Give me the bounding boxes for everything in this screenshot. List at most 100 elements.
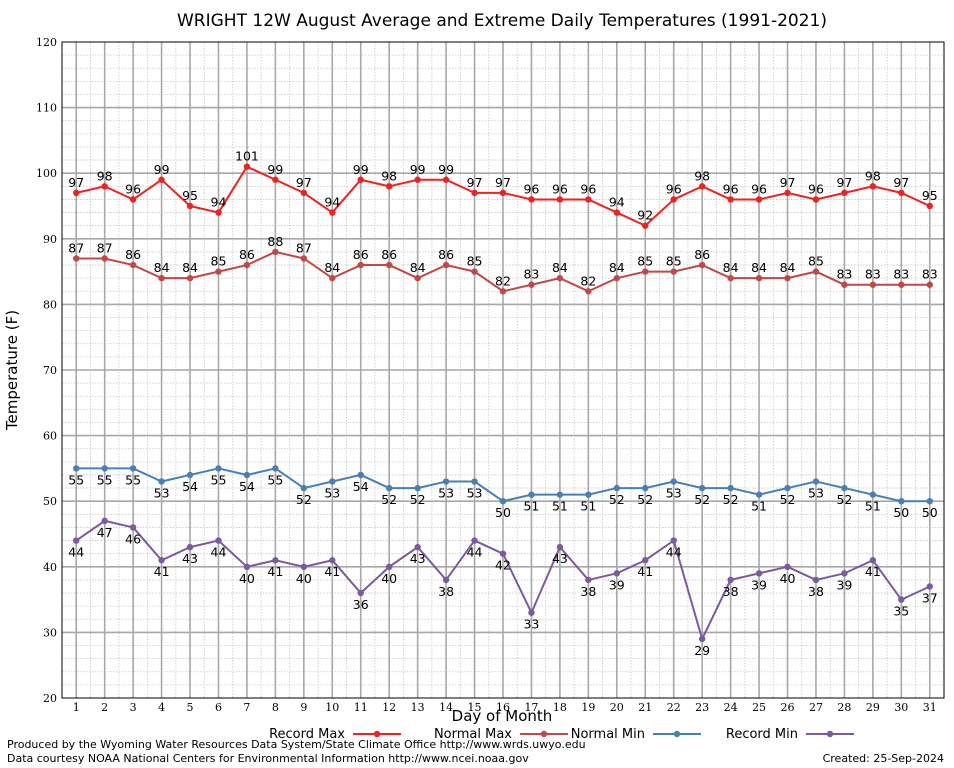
data-label-record-max: 92 — [637, 208, 653, 223]
data-point-record-max — [329, 209, 336, 216]
data-label-normal-max: 84 — [609, 260, 625, 275]
data-label-normal-max: 86 — [694, 247, 710, 262]
data-label-normal-max: 84 — [552, 260, 568, 275]
data-label-record-max: 96 — [580, 181, 596, 196]
data-label-record-min: 38 — [808, 584, 824, 599]
legend: Record Max Normal Max Normal Min Record Min — [269, 727, 854, 742]
data-point-record-min — [471, 537, 478, 544]
x-tick-label: 5 — [187, 701, 194, 714]
data-label-normal-max: 86 — [353, 247, 369, 262]
data-point-normal-max — [613, 274, 621, 282]
x-tick-label: 11 — [354, 701, 368, 714]
data-label-normal-max: 84 — [723, 260, 739, 275]
data-point-normal-max — [841, 281, 848, 288]
data-point-record-max — [215, 209, 222, 216]
x-tick-label: 16 — [496, 701, 510, 714]
legend-label-record-max: Record Max — [269, 727, 345, 742]
data-point-record-min — [300, 563, 308, 570]
data-point-normal-min — [499, 498, 507, 505]
data-label-normal-min: 54 — [353, 479, 369, 494]
data-label-record-min: 46 — [125, 531, 141, 546]
data-label-record-min: 40 — [780, 571, 796, 586]
data-label-normal-min: 52 — [296, 492, 312, 507]
data-point-normal-min — [272, 465, 279, 472]
data-label-record-min: 43 — [182, 551, 198, 566]
data-point-record-max — [812, 196, 820, 203]
data-point-record-max — [101, 183, 108, 190]
data-point-normal-min — [898, 498, 905, 505]
data-label-record-min: 44 — [666, 545, 682, 560]
data-label-normal-max: 85 — [637, 254, 653, 269]
data-label-normal-min: 51 — [552, 499, 568, 514]
data-point-normal-min — [442, 478, 450, 485]
footer-produced-by: Produced by the Wyoming Water Resources … — [7, 738, 586, 751]
data-point-normal-max — [528, 281, 535, 288]
data-point-record-max — [556, 196, 564, 203]
footer-created-date: Created: 25-Sep-2024 — [823, 752, 944, 765]
data-label-normal-max: 84 — [154, 260, 170, 275]
data-point-record-max — [442, 176, 450, 183]
data-label-record-max: 97 — [296, 175, 312, 190]
y-tick-label: 40 — [43, 561, 57, 574]
chart-title: WRIGHT 12W August Average and Extreme Da… — [177, 11, 827, 31]
data-point-normal-max — [215, 268, 222, 275]
data-label-record-min: 43 — [552, 551, 568, 566]
data-point-record-max — [385, 183, 393, 190]
x-tick-label: 3 — [130, 701, 137, 714]
x-tick-label: 6 — [215, 701, 222, 714]
data-point-record-max — [727, 196, 734, 203]
y-tick-label: 50 — [43, 495, 57, 508]
data-point-normal-max — [385, 261, 393, 269]
x-tick-label: 17 — [524, 701, 538, 714]
data-label-record-min: 43 — [410, 551, 426, 566]
data-point-record-min — [385, 563, 393, 570]
data-point-record-max — [129, 196, 137, 203]
data-point-normal-min — [385, 484, 393, 492]
data-point-record-max — [784, 189, 791, 197]
data-point-normal-min — [73, 465, 80, 472]
data-label-record-min: 41 — [154, 564, 170, 579]
x-tick-label: 19 — [581, 701, 595, 714]
data-label-normal-min: 51 — [751, 499, 767, 514]
data-label-normal-max: 86 — [381, 247, 397, 262]
y-tick-label: 120 — [36, 36, 57, 49]
x-axis-label: Day of Month — [452, 707, 553, 725]
data-label-normal-min: 52 — [780, 492, 796, 507]
series-record-min: 44 47 46 41 43 44 40 41 40 41 36 40 43 38 44 42 33 43 38 39… — [68, 517, 938, 658]
data-label-normal-min: 50 — [495, 505, 511, 520]
data-label-normal-max: 88 — [267, 234, 283, 249]
data-label-record-max: 96 — [723, 181, 739, 196]
x-tick-label: 20 — [610, 701, 624, 714]
data-point-record-min — [812, 576, 820, 584]
data-label-normal-max: 86 — [239, 247, 255, 262]
x-tick-label: 13 — [411, 701, 425, 714]
data-label-normal-max: 84 — [751, 260, 767, 275]
data-point-normal-max — [812, 268, 820, 275]
data-label-normal-max: 85 — [666, 254, 682, 269]
data-point-record-max — [272, 176, 279, 183]
data-label-normal-min: 53 — [808, 486, 824, 501]
data-label-record-max: 99 — [410, 162, 426, 177]
x-tick-label: 28 — [837, 701, 851, 714]
data-point-record-min — [186, 543, 194, 551]
data-label-normal-max: 82 — [495, 273, 511, 288]
data-point-normal-min — [642, 484, 649, 492]
y-tick-label: 60 — [43, 430, 57, 443]
data-point-record-min — [499, 550, 507, 557]
data-label-normal-min: 52 — [836, 492, 852, 507]
data-point-record-min — [613, 570, 621, 577]
data-point-normal-min — [585, 491, 592, 498]
legend-label-normal-min: Normal Min — [571, 727, 645, 742]
data-point-record-max — [158, 176, 165, 183]
legend-label-normal-max: Normal Max — [434, 727, 512, 742]
data-point-record-min — [101, 517, 108, 525]
data-point-record-min — [129, 524, 137, 531]
data-point-record-min — [898, 596, 905, 603]
legend-marker-record-max — [373, 730, 381, 738]
data-label-record-min: 40 — [239, 571, 255, 586]
data-point-record-min — [926, 583, 933, 590]
data-label-record-min: 42 — [495, 558, 511, 573]
data-point-normal-max — [442, 261, 450, 269]
data-label-normal-max: 85 — [211, 254, 227, 269]
